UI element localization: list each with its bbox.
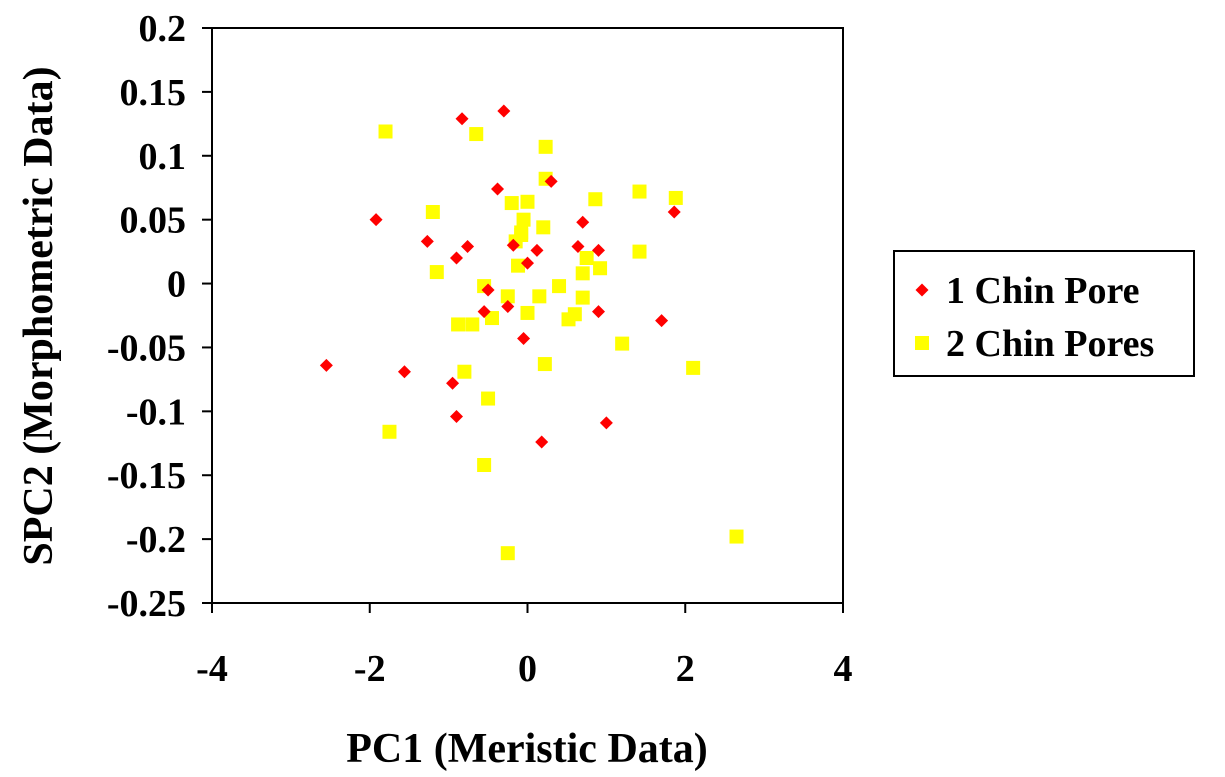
square-point (500, 546, 515, 561)
x-tick-label: -2 (354, 648, 386, 690)
legend-label: 2 Chin Pores (946, 323, 1154, 365)
diamond-point (477, 305, 491, 319)
x-tick-label: 4 (834, 648, 853, 690)
square-point (520, 194, 535, 209)
square-point (516, 212, 531, 227)
square-point (425, 205, 440, 219)
y-axis-title: SPC2 (Morphometric Data) (16, 66, 62, 565)
diamond-point (397, 365, 411, 379)
square-point (632, 184, 647, 199)
x-tick-label: 0 (518, 648, 537, 690)
data-points (319, 104, 744, 561)
y-tick-label: -0.1 (126, 391, 186, 433)
square-point (729, 529, 744, 544)
square-point (615, 336, 630, 351)
diamond-point (521, 256, 534, 270)
square-point (536, 220, 551, 235)
square-point (485, 311, 500, 326)
square-point (477, 458, 492, 472)
square-point (457, 364, 472, 379)
legend-marker-diamond (915, 283, 929, 297)
y-tick-label: -0.25 (107, 583, 186, 625)
diamond-point (491, 182, 505, 196)
square-point (686, 360, 701, 375)
diamond-point (517, 332, 531, 345)
square-point (579, 251, 594, 265)
y-tick-label: 0.2 (139, 8, 187, 50)
square-point (500, 289, 515, 304)
diamond-point (591, 305, 605, 319)
y-tick-label: 0 (167, 264, 186, 306)
diamond-point (450, 251, 464, 265)
square-point (668, 190, 683, 205)
x-tick-label: -4 (196, 648, 228, 690)
square-point (538, 139, 553, 154)
y-tick-label: 0.05 (120, 200, 187, 242)
square-point (429, 265, 444, 280)
diamond-point (591, 243, 605, 257)
diamond-point (655, 314, 669, 328)
diamond-point (455, 112, 469, 126)
square-point (552, 279, 567, 294)
diamond-point (446, 376, 460, 390)
square-point (575, 290, 590, 305)
diamond-point (319, 358, 333, 372)
diamond-point (481, 283, 495, 297)
square-point (511, 258, 526, 273)
square-point (465, 317, 480, 332)
x-tick-label: 2 (676, 648, 695, 690)
y-tick-label: 0.1 (139, 136, 187, 178)
diamond-point (599, 416, 613, 430)
x-axis-ticks: -4 -2 0 2 4 (196, 603, 853, 690)
square-point (382, 424, 397, 439)
y-tick-label: 0.15 (120, 72, 187, 114)
diamond-point (420, 234, 434, 248)
square-point (504, 196, 519, 211)
square-point (588, 192, 603, 207)
diamond-point (450, 409, 464, 423)
diamond-point (530, 243, 544, 257)
diamond-point (501, 300, 515, 314)
diamond-point (461, 240, 475, 253)
y-tick-label: -0.15 (107, 455, 186, 497)
square-point (537, 357, 552, 372)
y-axis-ticks: 0.2 0.15 0.1 0.05 0 -0.05 -0.1 -0.15 -0.2 -0.25 (107, 8, 212, 625)
square-point (520, 305, 535, 320)
diamond-point (535, 435, 549, 449)
square-point (451, 317, 466, 332)
square-point (481, 391, 496, 406)
diamond-point (506, 238, 520, 252)
diamond-point (576, 215, 590, 229)
square-point (575, 266, 590, 281)
legend-box (893, 250, 1195, 377)
series-1 (378, 124, 744, 561)
square-point (632, 244, 647, 259)
y-tick-label: -0.05 (107, 327, 186, 369)
y-tick-label: -0.2 (126, 519, 186, 561)
square-point (532, 289, 547, 304)
diamond-point (497, 104, 511, 118)
square-point (514, 228, 529, 242)
square-point (593, 261, 608, 276)
legend-label: 1 Chin Pore (946, 270, 1140, 312)
square-point (469, 127, 484, 142)
diamond-point (369, 213, 383, 227)
square-point (378, 124, 393, 139)
legend: 1 Chin Pore 2 Chin Pores (893, 250, 1195, 377)
legend-marker-square (915, 336, 929, 350)
series-0 (319, 104, 681, 449)
diamond-point (571, 240, 585, 253)
diamond-point (667, 205, 681, 219)
x-axis-title: PC1 (Meristic Data) (346, 726, 708, 772)
diamond-point (544, 174, 558, 188)
square-point (567, 307, 582, 322)
